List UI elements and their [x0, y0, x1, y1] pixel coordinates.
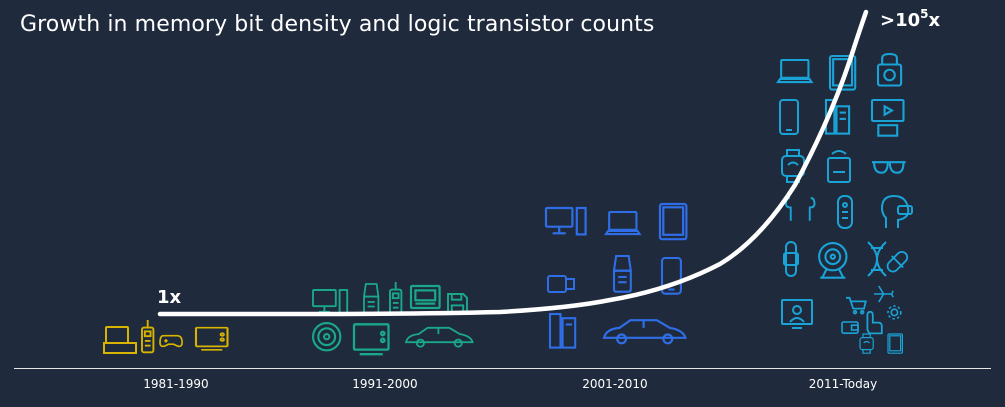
desktop-computer-icon — [544, 206, 587, 236]
earbuds-icon — [785, 197, 816, 222]
era4-icons — [776, 52, 913, 354]
car-icon — [405, 326, 474, 348]
end-value-base: >10 — [880, 10, 921, 31]
era-label-1981-1990: 1981-1990 — [143, 377, 209, 391]
game-controller-icon — [159, 334, 183, 348]
era-label-2011-today: 2011-Today — [808, 377, 878, 391]
brick-phone-icon — [389, 281, 403, 316]
television-icon — [194, 326, 229, 351]
airplane-icon — [873, 285, 895, 303]
ai-head-icon — [881, 195, 913, 229]
server-icon — [548, 312, 577, 349]
laptop-icon — [604, 210, 641, 236]
tablet-icon — [658, 202, 688, 241]
smart-lock-icon — [876, 52, 903, 87]
shopping-cart-icon — [845, 296, 867, 315]
timeline-axis — [14, 368, 991, 369]
compact-disc-icon — [311, 321, 342, 352]
smartphone-icon — [779, 99, 799, 135]
mobile-phone-icon — [141, 319, 155, 354]
era3-icons — [544, 202, 688, 349]
dna-icon — [867, 241, 887, 277]
era2-icons — [311, 281, 474, 356]
gear-icon — [887, 305, 902, 320]
desktop-computer-icon — [103, 326, 137, 354]
era1-icons — [103, 319, 229, 354]
wallet-icon — [841, 321, 859, 335]
era-label-2001-2010: 2001-2010 — [582, 377, 648, 391]
smart-tv-icon — [870, 98, 905, 137]
laptop-icon — [776, 58, 813, 84]
end-value-label: >105x — [880, 7, 941, 31]
computer-monitor-icon — [312, 289, 349, 314]
smart-thermostat-icon — [827, 150, 851, 183]
growth-curve — [157, 9, 869, 317]
television-icon — [352, 323, 390, 356]
flip-phone-icon — [363, 283, 380, 316]
start-value-label: 1x — [157, 287, 182, 308]
end-value-exponent: 5 — [920, 7, 929, 21]
car-icon — [602, 319, 687, 345]
watch-icon — [859, 333, 874, 354]
floppy-disk-icon — [447, 293, 468, 314]
vcr-icon — [409, 284, 441, 310]
tablet-small-icon — [887, 333, 904, 354]
medical-monitor-icon — [781, 299, 813, 329]
fitness-band-icon — [783, 241, 799, 277]
smart-speaker-icon — [837, 195, 853, 229]
pill-icon — [884, 248, 911, 275]
usb-drive-icon — [547, 275, 575, 293]
webcam-icon — [818, 242, 848, 279]
era-label-1991-2000: 1991-2000 — [352, 377, 418, 391]
end-value-suffix: x — [928, 10, 941, 31]
page-title: Growth in memory bit density and logic t… — [20, 12, 655, 37]
touch-hand-icon — [866, 310, 883, 335]
flip-phone-icon — [612, 254, 632, 293]
smart-glasses-icon — [870, 161, 907, 174]
